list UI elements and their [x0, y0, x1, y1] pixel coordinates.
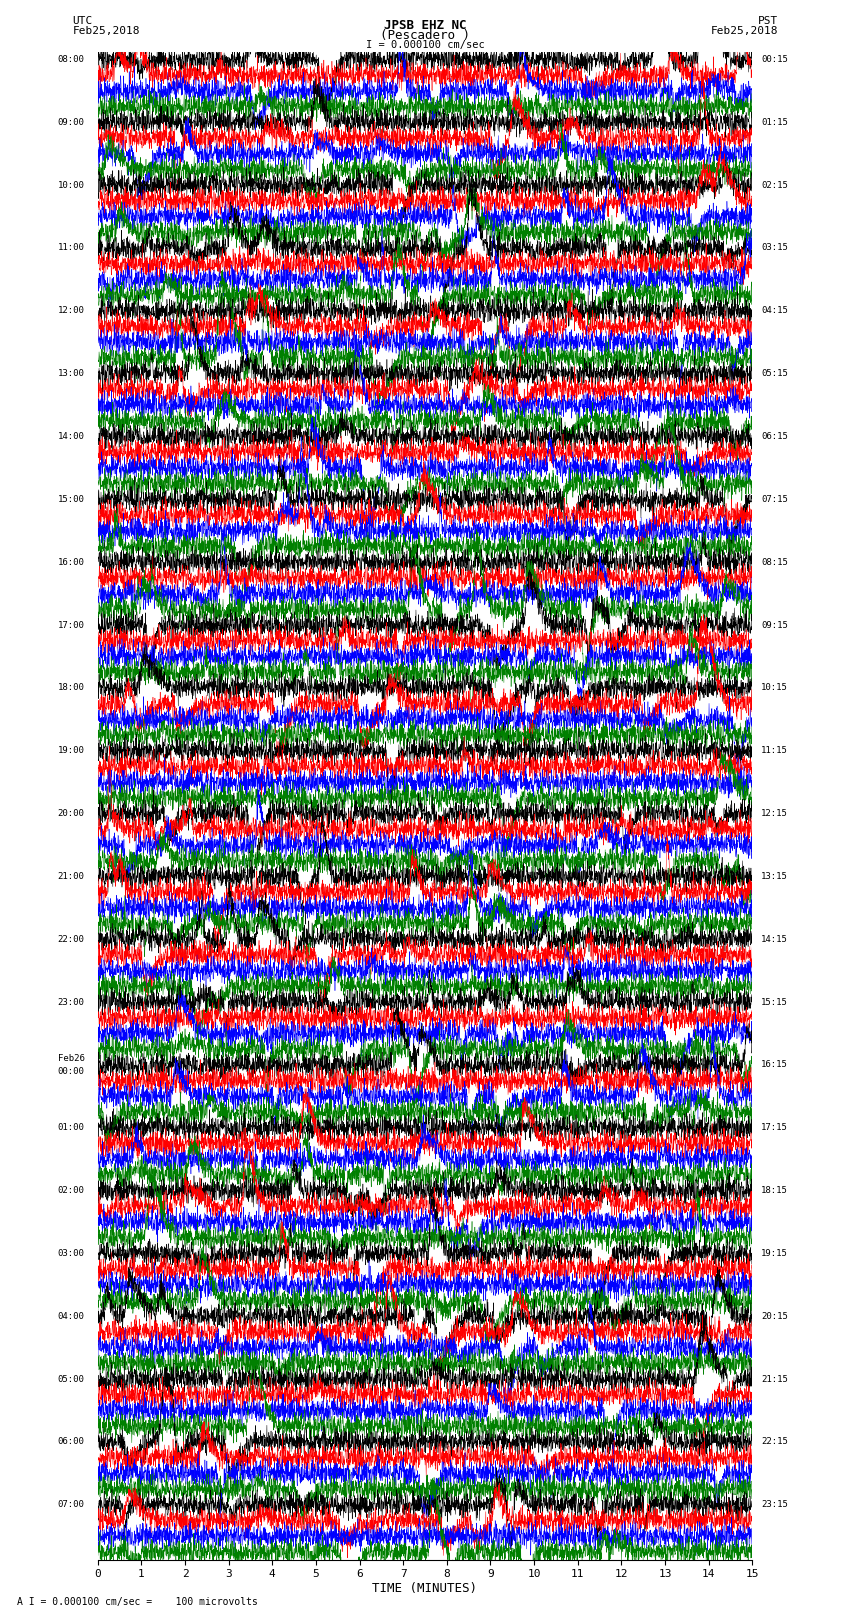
- Text: 13:15: 13:15: [761, 873, 788, 881]
- Text: 14:15: 14:15: [761, 934, 788, 944]
- Text: 13:00: 13:00: [58, 369, 85, 377]
- Text: 23:15: 23:15: [761, 1500, 788, 1510]
- Text: 09:00: 09:00: [58, 118, 85, 127]
- Text: 16:00: 16:00: [58, 558, 85, 566]
- Text: 09:15: 09:15: [761, 621, 788, 629]
- Text: 22:15: 22:15: [761, 1437, 788, 1447]
- Text: UTC: UTC: [72, 16, 93, 26]
- Text: 03:00: 03:00: [58, 1248, 85, 1258]
- Text: 18:15: 18:15: [761, 1186, 788, 1195]
- Text: 08:00: 08:00: [58, 55, 85, 65]
- Text: 07:00: 07:00: [58, 1500, 85, 1510]
- Text: 21:15: 21:15: [761, 1374, 788, 1384]
- Text: 05:00: 05:00: [58, 1374, 85, 1384]
- Text: 11:00: 11:00: [58, 244, 85, 253]
- Text: 01:00: 01:00: [58, 1123, 85, 1132]
- Text: 10:15: 10:15: [761, 684, 788, 692]
- Text: 18:00: 18:00: [58, 684, 85, 692]
- Text: 21:00: 21:00: [58, 873, 85, 881]
- Text: 02:00: 02:00: [58, 1186, 85, 1195]
- Text: Feb26: Feb26: [58, 1053, 85, 1063]
- Text: Feb25,2018: Feb25,2018: [711, 26, 778, 35]
- Text: A I = 0.000100 cm/sec =    100 microvolts: A I = 0.000100 cm/sec = 100 microvolts: [17, 1597, 258, 1607]
- Text: 15:15: 15:15: [761, 997, 788, 1007]
- Text: 00:15: 00:15: [761, 55, 788, 65]
- Text: 02:15: 02:15: [761, 181, 788, 190]
- Text: 19:00: 19:00: [58, 747, 85, 755]
- X-axis label: TIME (MINUTES): TIME (MINUTES): [372, 1582, 478, 1595]
- Text: 14:00: 14:00: [58, 432, 85, 440]
- Text: 11:15: 11:15: [761, 747, 788, 755]
- Text: 23:00: 23:00: [58, 997, 85, 1007]
- Text: 20:00: 20:00: [58, 810, 85, 818]
- Text: 17:00: 17:00: [58, 621, 85, 629]
- Text: 01:15: 01:15: [761, 118, 788, 127]
- Text: 20:15: 20:15: [761, 1311, 788, 1321]
- Text: 17:15: 17:15: [761, 1123, 788, 1132]
- Text: 04:00: 04:00: [58, 1311, 85, 1321]
- Text: 19:15: 19:15: [761, 1248, 788, 1258]
- Text: 10:00: 10:00: [58, 181, 85, 190]
- Text: 15:00: 15:00: [58, 495, 85, 503]
- Text: 08:15: 08:15: [761, 558, 788, 566]
- Text: 04:15: 04:15: [761, 306, 788, 315]
- Text: JPSB EHZ NC: JPSB EHZ NC: [383, 19, 467, 32]
- Text: 07:15: 07:15: [761, 495, 788, 503]
- Text: Feb25,2018: Feb25,2018: [72, 26, 139, 35]
- Text: 12:00: 12:00: [58, 306, 85, 315]
- Text: (Pescadero ): (Pescadero ): [380, 29, 470, 42]
- Text: 03:15: 03:15: [761, 244, 788, 253]
- Text: 22:00: 22:00: [58, 934, 85, 944]
- Text: 06:00: 06:00: [58, 1437, 85, 1447]
- Text: 06:15: 06:15: [761, 432, 788, 440]
- Text: 00:00: 00:00: [58, 1068, 85, 1076]
- Text: 05:15: 05:15: [761, 369, 788, 377]
- Text: I = 0.000100 cm/sec: I = 0.000100 cm/sec: [366, 40, 484, 50]
- Text: 16:15: 16:15: [761, 1060, 788, 1069]
- Text: PST: PST: [757, 16, 778, 26]
- Text: 12:15: 12:15: [761, 810, 788, 818]
